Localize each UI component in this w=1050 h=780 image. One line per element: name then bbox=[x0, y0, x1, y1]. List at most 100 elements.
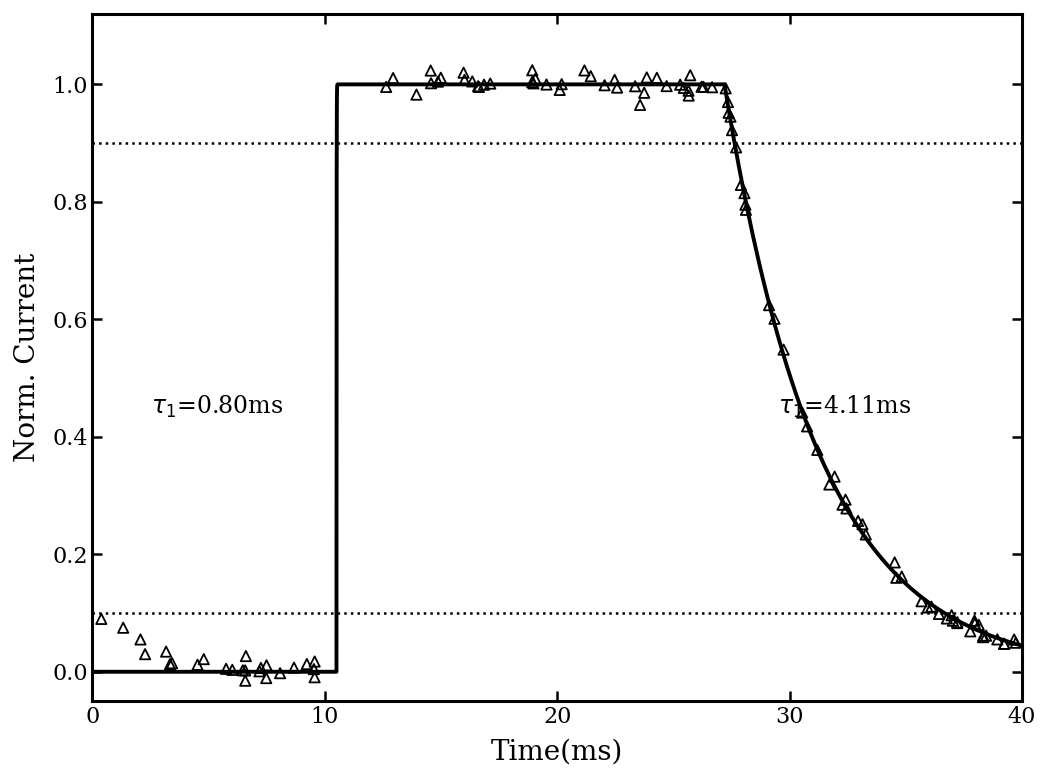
Point bbox=[834, 498, 851, 511]
Point bbox=[737, 204, 754, 216]
Point bbox=[606, 73, 623, 86]
Point bbox=[609, 81, 626, 94]
Point bbox=[237, 650, 254, 662]
Point bbox=[158, 645, 174, 658]
Point bbox=[470, 81, 487, 94]
Point bbox=[298, 658, 315, 670]
Point bbox=[737, 198, 754, 211]
Point bbox=[704, 81, 720, 94]
Point bbox=[576, 64, 593, 76]
Point bbox=[949, 617, 966, 629]
Point bbox=[527, 73, 544, 85]
Point bbox=[114, 622, 131, 634]
Point bbox=[888, 572, 905, 584]
Point bbox=[251, 665, 268, 678]
Point bbox=[476, 79, 492, 91]
Point bbox=[849, 515, 866, 527]
Point bbox=[423, 77, 440, 90]
Point bbox=[826, 470, 843, 483]
Point bbox=[821, 478, 838, 491]
Point bbox=[799, 420, 816, 433]
Point bbox=[408, 88, 425, 101]
Point bbox=[658, 80, 675, 92]
Point bbox=[996, 637, 1013, 650]
Point bbox=[914, 595, 930, 608]
Y-axis label: Norm. Current: Norm. Current bbox=[14, 253, 41, 462]
Point bbox=[433, 72, 449, 84]
Point bbox=[723, 124, 740, 136]
Point bbox=[943, 609, 960, 622]
Point bbox=[162, 658, 178, 670]
Point bbox=[524, 76, 541, 88]
Point bbox=[974, 631, 991, 644]
Point bbox=[681, 69, 698, 81]
Point bbox=[775, 343, 792, 356]
Point bbox=[307, 671, 323, 683]
Point bbox=[378, 80, 395, 93]
Point bbox=[469, 80, 486, 93]
Point bbox=[224, 664, 240, 676]
Text: $\tau_1$=0.80ms: $\tau_1$=0.80ms bbox=[150, 393, 282, 420]
Point bbox=[234, 664, 251, 676]
Point bbox=[258, 659, 275, 672]
Point bbox=[675, 82, 692, 94]
Point bbox=[384, 72, 401, 84]
Point bbox=[252, 661, 269, 674]
Point bbox=[456, 73, 472, 86]
Point bbox=[837, 494, 854, 506]
Point bbox=[189, 658, 206, 671]
Point bbox=[132, 633, 149, 646]
Point bbox=[728, 141, 744, 154]
Point bbox=[989, 633, 1006, 646]
Point bbox=[680, 84, 697, 97]
Point bbox=[464, 75, 481, 87]
Point bbox=[638, 71, 655, 83]
Point bbox=[919, 601, 936, 614]
Point bbox=[636, 87, 653, 99]
Point bbox=[736, 187, 753, 200]
Point bbox=[720, 107, 737, 119]
Point bbox=[258, 672, 275, 684]
Point bbox=[583, 70, 600, 83]
Point bbox=[974, 629, 991, 642]
Point bbox=[649, 72, 666, 84]
Point bbox=[717, 82, 734, 94]
Point bbox=[306, 663, 322, 675]
Point bbox=[962, 625, 979, 637]
Point bbox=[838, 502, 855, 515]
Point bbox=[237, 675, 254, 687]
Point bbox=[525, 77, 542, 90]
Point bbox=[553, 78, 570, 90]
Point bbox=[930, 608, 947, 620]
Point bbox=[524, 64, 541, 76]
Point bbox=[858, 528, 875, 541]
Point bbox=[272, 667, 289, 679]
Point bbox=[551, 83, 568, 96]
X-axis label: Time(ms): Time(ms) bbox=[491, 739, 624, 766]
Point bbox=[854, 518, 870, 530]
Point bbox=[236, 664, 253, 676]
Point bbox=[766, 313, 783, 325]
Point bbox=[538, 78, 554, 90]
Point bbox=[627, 80, 644, 93]
Point bbox=[693, 80, 710, 93]
Point bbox=[482, 77, 499, 90]
Point bbox=[945, 615, 962, 627]
Point bbox=[632, 99, 649, 112]
Point bbox=[429, 76, 446, 88]
Point bbox=[286, 661, 302, 674]
Point bbox=[970, 619, 987, 631]
Point bbox=[307, 655, 323, 668]
Point bbox=[949, 616, 966, 629]
Point bbox=[794, 406, 811, 419]
Point bbox=[719, 96, 736, 108]
Point bbox=[978, 629, 994, 642]
Point bbox=[808, 444, 825, 456]
Point bbox=[939, 612, 956, 625]
Point bbox=[422, 64, 439, 76]
Point bbox=[195, 653, 212, 665]
Point bbox=[733, 179, 750, 191]
Point bbox=[966, 615, 983, 627]
Point bbox=[886, 556, 903, 569]
Point bbox=[217, 662, 234, 675]
